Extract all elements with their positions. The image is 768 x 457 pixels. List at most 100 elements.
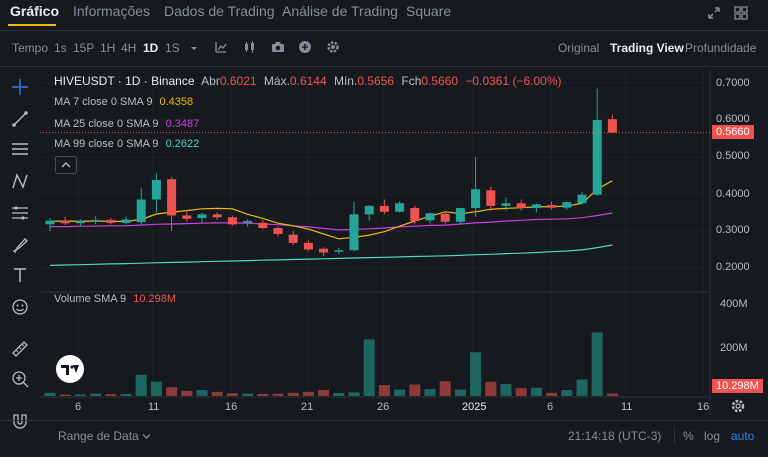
interval-1h[interactable]: 1H <box>100 41 116 55</box>
candle-body <box>440 213 450 222</box>
interval-4h[interactable]: 4H <box>121 41 137 55</box>
tab-analise-de-trading[interactable]: Análise de Trading <box>282 3 398 19</box>
candle-type-icon[interactable] <box>243 40 257 54</box>
ma99-legend: MA 99 close 0 SMA 9 0.2622 <box>54 138 203 150</box>
price-tick-0.60: 0.6000 <box>716 113 750 125</box>
volume-bar <box>287 392 299 396</box>
ruler-tool[interactable] <box>8 337 32 361</box>
candles <box>45 88 617 257</box>
top-nav: Gráfico Informações Dados de Trading Aná… <box>0 0 768 26</box>
volume-bar <box>272 393 284 396</box>
volume-bar <box>105 394 117 396</box>
percent-toggle[interactable]: % <box>683 429 694 443</box>
chart-footer: Range de Data 21:14:18 (UTC-3) % log aut… <box>0 423 768 449</box>
volume-bar <box>90 393 102 396</box>
price-tick-0.30: 0.3000 <box>716 224 750 236</box>
drawing-toolbar <box>0 70 40 457</box>
log-toggle[interactable]: log <box>704 429 721 443</box>
candle-body <box>151 179 161 200</box>
crosshair-tool[interactable] <box>8 75 32 99</box>
crosshair-icon <box>12 79 28 95</box>
expand-icon[interactable] <box>707 6 721 20</box>
candle-body <box>425 213 435 221</box>
low-label: Mín. <box>333 74 358 88</box>
brush-tool[interactable] <box>8 233 32 257</box>
tab-informacoes[interactable]: Informações <box>73 3 151 19</box>
volume-label: Volume SMA 9 <box>54 293 127 305</box>
ma7-legend: MA 7 close 0 SMA 9 0.4358 <box>54 96 197 108</box>
volume-bar <box>196 390 208 396</box>
volume-bar <box>439 381 451 396</box>
tab-square[interactable]: Square <box>406 3 452 19</box>
date-range-button[interactable]: Range de Data <box>58 429 151 443</box>
tradingview-logo-icon <box>56 355 84 383</box>
camera-icon[interactable] <box>271 40 285 54</box>
candle-body <box>410 208 420 222</box>
candle-body <box>379 205 389 212</box>
horizontal-lines-tool[interactable] <box>8 137 32 161</box>
volume-bar <box>500 384 512 396</box>
ma25-line <box>50 212 613 231</box>
text-tool[interactable] <box>8 263 32 287</box>
view-original[interactable]: Original <box>558 41 600 55</box>
toolbar-divider <box>0 66 768 67</box>
ruler-icon <box>12 341 28 357</box>
chart-settings-icon[interactable] <box>730 398 746 414</box>
date-tick-11b: 11 <box>621 401 633 413</box>
auto-toggle[interactable]: auto <box>731 429 755 443</box>
ma7-label: MA 7 close 0 SMA 9 <box>54 96 153 108</box>
emoji-tool[interactable] <box>8 295 32 319</box>
price-tick-0.40: 0.4000 <box>716 188 750 200</box>
volume-bar <box>257 393 269 396</box>
ma25-label: MA 25 close 0 SMA 9 <box>54 118 159 130</box>
candle-body <box>349 214 359 251</box>
date-tick-2025: 2025 <box>462 401 487 413</box>
pattern-tool[interactable] <box>8 169 32 193</box>
interval-15p[interactable]: 15P <box>73 41 95 55</box>
candle-body <box>121 219 131 223</box>
grid-layout-icon[interactable] <box>734 6 748 20</box>
interval-1s[interactable]: 1s <box>54 41 67 55</box>
view-trading-view[interactable]: Trading View <box>610 41 684 55</box>
zoom-tool[interactable] <box>8 367 32 391</box>
candle-body <box>182 215 192 219</box>
candle-body <box>334 250 344 252</box>
candle-body <box>273 228 283 234</box>
candle-body <box>91 219 101 222</box>
current-price-badge: 0.5660 <box>712 125 754 139</box>
candle-body <box>167 179 177 216</box>
trendline-tool[interactable] <box>8 107 32 131</box>
interval-dropdown-icon[interactable] <box>189 43 199 53</box>
indicators-icon[interactable] <box>214 40 228 54</box>
volume-tick-200m: 200M <box>720 342 748 354</box>
clock-timezone[interactable]: 21:14:18 (UTC-3) <box>568 429 662 443</box>
volume-bar <box>470 352 482 396</box>
open-value: 0.6021 <box>219 74 257 88</box>
tab-dados-de-trading[interactable]: Dados de Trading <box>164 3 275 19</box>
ohlc-legend: HIVEUSDT · 1D · Binance Abr0.6021 Máx.0.… <box>54 74 566 88</box>
volume-bar <box>211 391 223 396</box>
interval-1s-week[interactable]: 1S <box>165 41 180 55</box>
candle-body <box>516 203 526 209</box>
volume-bar <box>242 393 254 396</box>
view-profundidade[interactable]: Profundidade <box>685 41 757 55</box>
fib-tool[interactable] <box>8 201 32 225</box>
volume-tick-400m: 400M <box>720 298 748 310</box>
footer-separator <box>674 426 675 444</box>
chart-toolbar: Tempo 1s 15P 1H 4H 1D 1S Original Tradin… <box>0 34 768 62</box>
volume-bar <box>348 392 360 396</box>
tab-grafico[interactable]: Gráfico <box>10 3 60 19</box>
candle-body <box>592 120 602 195</box>
settings-icon[interactable] <box>326 40 340 54</box>
volume-bar <box>378 384 390 396</box>
legend-collapse-button[interactable] <box>55 156 77 174</box>
magnet-tool[interactable] <box>8 409 32 433</box>
ma99-value: 0.2622 <box>165 138 200 150</box>
volume-bar <box>74 394 86 396</box>
brush-icon <box>12 238 28 254</box>
interval-1d[interactable]: 1D <box>143 41 159 55</box>
change-value: −0.0361 (−6.00%) <box>465 74 562 88</box>
time-label: Tempo <box>12 41 49 55</box>
add-icon[interactable] <box>298 40 312 54</box>
